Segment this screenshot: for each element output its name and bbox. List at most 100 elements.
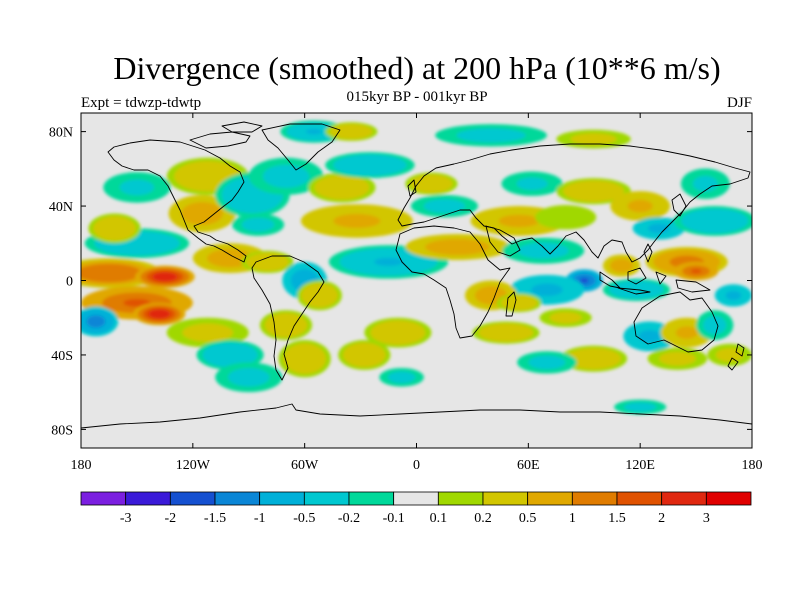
field-contour xyxy=(261,259,274,265)
coastline-arctic-islands xyxy=(189,121,263,149)
coastline-south-america xyxy=(251,255,325,381)
field-contour xyxy=(374,257,403,266)
field-contour xyxy=(652,225,666,232)
field-contour xyxy=(670,355,685,362)
field-contour xyxy=(243,189,262,201)
field-contour xyxy=(123,298,151,307)
coastline-japan xyxy=(671,193,687,217)
field-contour xyxy=(333,183,350,192)
y-tick-label: 80S xyxy=(51,423,73,438)
coastline-new-zealand xyxy=(727,343,745,371)
colorbar-box xyxy=(482,491,529,506)
colorbar-box xyxy=(259,491,305,506)
field-contour xyxy=(507,217,531,225)
colorbar-label: 1 xyxy=(569,511,576,526)
colorbar-box xyxy=(437,491,484,506)
field-contour xyxy=(108,224,121,232)
colorbar-box xyxy=(661,491,707,506)
field-contour xyxy=(497,329,515,336)
field-contour xyxy=(127,182,147,192)
field-contour xyxy=(222,351,239,359)
colorbar-box xyxy=(571,491,618,506)
coastlines xyxy=(81,121,752,429)
field-contour xyxy=(728,292,738,299)
field-contour xyxy=(396,375,407,380)
field-contour xyxy=(153,311,166,317)
field-contour xyxy=(194,209,211,218)
field-contour xyxy=(90,317,102,326)
field-contour xyxy=(513,300,525,306)
y-tick-label: 0 xyxy=(66,275,73,290)
colorbar-label: 3 xyxy=(703,511,710,526)
field-contour xyxy=(559,315,572,320)
coastline-madagascar xyxy=(505,291,517,317)
field-contour xyxy=(680,329,694,337)
field-contour xyxy=(299,276,311,285)
y-axis: 80N 40N 0 40S 80S xyxy=(49,126,752,438)
field-contour xyxy=(251,221,265,228)
colorbar-box xyxy=(527,491,573,506)
x-tick-label: 0 xyxy=(413,458,420,473)
colorbar-label: -0.1 xyxy=(383,511,405,526)
colorbar-box xyxy=(169,491,216,506)
y-tick-label: 40S xyxy=(51,349,73,364)
coastline-greenland xyxy=(261,123,341,171)
field-contour xyxy=(343,216,371,225)
field-contour xyxy=(585,355,602,362)
x-axis: 180 120W 60W 0 60E 120E 180 xyxy=(71,113,763,473)
field-contour xyxy=(389,329,406,337)
field-contour xyxy=(584,188,603,195)
field-contour xyxy=(477,132,505,139)
colorbar-box xyxy=(616,491,663,506)
field-contour xyxy=(279,321,293,329)
colorbar-box xyxy=(348,491,395,506)
colorbar-label: -1 xyxy=(254,511,266,526)
colorbar-box xyxy=(705,491,752,506)
coastline-north-america xyxy=(107,139,247,263)
colorbar-label: -3 xyxy=(120,511,132,526)
field-contour xyxy=(539,359,555,366)
field-contour xyxy=(359,161,381,169)
field-contour xyxy=(704,217,725,225)
coastline-australia xyxy=(633,291,719,353)
field-contour xyxy=(197,171,218,181)
field-contour xyxy=(345,129,358,134)
field-contour xyxy=(221,254,240,262)
coastline-antarctica xyxy=(81,403,752,429)
field-contour xyxy=(157,274,173,280)
colorbar-label: -1.5 xyxy=(204,511,226,526)
field-contour xyxy=(633,202,648,210)
field-contour xyxy=(277,171,295,181)
y-tick-label: 40N xyxy=(49,200,73,215)
field-contour xyxy=(538,286,556,294)
x-tick-label: 120W xyxy=(176,458,211,473)
x-tick-label: 180 xyxy=(742,458,763,473)
colorbar-box xyxy=(393,491,439,506)
x-tick-label: 180 xyxy=(71,458,92,473)
colorbar-label: 0.2 xyxy=(474,511,492,526)
season-label: DJF xyxy=(726,95,752,111)
experiment-label: Expt = tdwzp-tdwtp xyxy=(81,95,202,111)
colorbar: -3 -2 -1.5 -1 -0.5 -0.2 -0.1 0.1 0.2 0.5 1 1.5 2 3 xyxy=(80,491,752,526)
field-contour xyxy=(444,243,471,251)
colorbar-label: 1.5 xyxy=(608,511,626,526)
field-contour xyxy=(533,247,554,254)
field-contour xyxy=(124,239,150,247)
field-contour xyxy=(425,181,438,187)
colorbar-label: -0.5 xyxy=(293,511,315,526)
x-tick-label: 60E xyxy=(517,458,540,473)
field-contour xyxy=(358,351,371,359)
field-contour xyxy=(197,329,218,337)
coastline-arabia xyxy=(485,225,521,257)
field-contour xyxy=(690,268,702,274)
field-contour xyxy=(643,332,656,340)
field-contour xyxy=(724,352,736,358)
colorbar-label: -0.2 xyxy=(338,511,360,526)
colorbar-label: 0.5 xyxy=(519,511,537,526)
y-tick-label: 80N xyxy=(49,126,73,141)
colorbar-label: 2 xyxy=(658,511,665,526)
figure-subtitle: 015kyr BP - 001kyr BP xyxy=(346,89,488,105)
field-contour xyxy=(698,179,713,189)
field-contour xyxy=(633,405,647,409)
coastline-indonesia xyxy=(599,243,711,295)
